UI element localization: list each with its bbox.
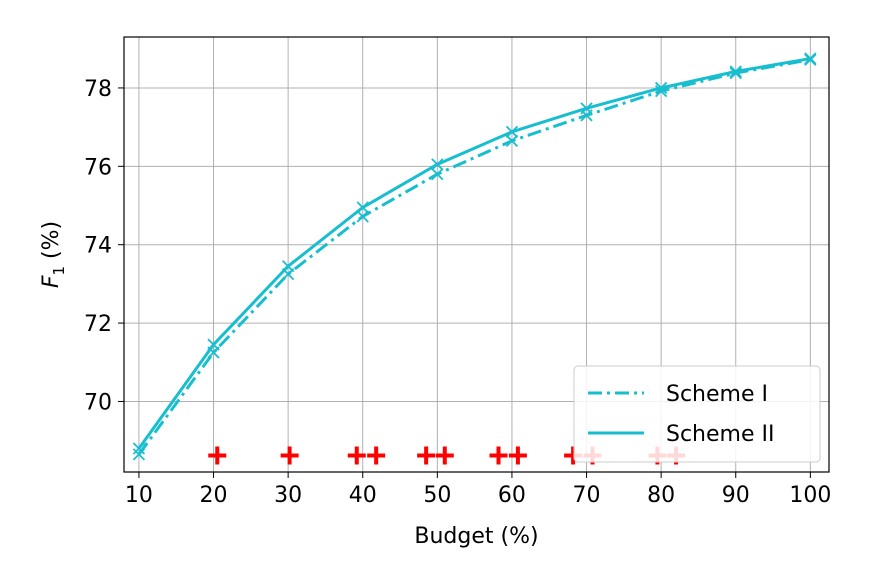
series-2-point — [804, 52, 817, 65]
y-tick-label: 72 — [84, 312, 112, 337]
series-line-2 — [137, 57, 811, 450]
series-2-point — [132, 442, 146, 455]
y-tick-label: 76 — [84, 155, 112, 180]
series-2-point — [207, 338, 220, 351]
y-axis-title-subscript: 1 — [50, 266, 68, 276]
y-tick-label: 78 — [84, 77, 112, 102]
series-lines — [132, 52, 817, 461]
series-2-point — [281, 260, 295, 273]
plot-frame — [123, 36, 830, 473]
x-tick-label: 30 — [274, 483, 302, 508]
y-axis-title: F1 (%) — [39, 221, 68, 288]
series-2-point — [580, 102, 593, 115]
x-tick-label: 70 — [573, 483, 601, 508]
red-plus-marker — [280, 446, 299, 465]
red-plus-marker — [508, 446, 527, 465]
x-tick-label: 90 — [722, 483, 750, 508]
y-tick-label: 74 — [84, 234, 112, 259]
x-axis-title: Budget (%) — [414, 524, 538, 549]
x-tick-label: 50 — [423, 483, 451, 508]
x-tick-label: 20 — [200, 483, 228, 508]
red-plus-marker — [435, 446, 454, 465]
series-1-point — [356, 210, 369, 223]
series-2-point — [431, 158, 444, 171]
x-tick-label: 80 — [647, 483, 675, 508]
series-2-point — [655, 81, 668, 95]
legend-box — [573, 365, 821, 463]
red-plus-marker — [347, 446, 366, 465]
x-tick-label: 40 — [349, 483, 377, 508]
red-plus-marker — [208, 446, 227, 465]
x-tick-label: 100 — [789, 483, 831, 508]
y-tick-label: 70 — [84, 390, 112, 415]
red-plus-marker — [417, 446, 436, 465]
legend-label-scheme-1: Scheme I — [666, 382, 768, 407]
legend: Scheme I Scheme II — [573, 365, 821, 463]
axis-ticks: 10 20 30 40 50 60 70 80 90 100 70 72 74 76 78 — [84, 77, 831, 508]
series-1-point — [132, 448, 146, 461]
red-plus-marker — [489, 446, 508, 465]
y-axis-title-main: F — [39, 275, 64, 288]
series-1-point — [505, 134, 519, 147]
y-axis-title-unit: (%) — [39, 221, 64, 266]
series-1-point — [431, 168, 444, 181]
red-plus-marker — [367, 446, 386, 465]
series-2-point — [729, 65, 742, 78]
series-2-point — [356, 201, 369, 214]
legend-label-scheme-2: Scheme II — [666, 422, 774, 447]
x-tick-label: 10 — [125, 483, 153, 508]
x-tick-label: 60 — [498, 483, 526, 508]
series-2-point — [505, 125, 519, 138]
